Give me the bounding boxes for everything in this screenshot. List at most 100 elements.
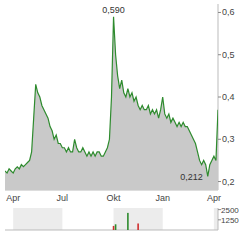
x-axis bbox=[5, 230, 218, 231]
bar bbox=[162, 230, 164, 231]
bar bbox=[80, 230, 82, 231]
bar bbox=[207, 230, 209, 231]
y-tick-label: 0,3 bbox=[222, 134, 235, 144]
bar bbox=[39, 230, 41, 231]
bar bbox=[72, 230, 74, 231]
bar bbox=[205, 230, 207, 231]
bar bbox=[121, 230, 123, 231]
bar bbox=[53, 230, 55, 231]
bar bbox=[186, 230, 188, 231]
bar bbox=[12, 230, 14, 231]
bar bbox=[74, 230, 76, 231]
bar bbox=[217, 230, 218, 231]
bar bbox=[193, 230, 195, 231]
band bbox=[214, 208, 218, 230]
bar bbox=[113, 226, 115, 230]
y-tick bbox=[218, 54, 221, 55]
bar bbox=[195, 230, 197, 231]
plot bbox=[5, 17, 218, 190]
bar bbox=[86, 230, 88, 231]
y-tick bbox=[218, 181, 221, 182]
bar bbox=[164, 230, 166, 231]
bar bbox=[117, 230, 119, 231]
area bbox=[5, 17, 218, 190]
annotation: 0,212 bbox=[180, 172, 203, 182]
bar bbox=[33, 230, 35, 231]
bar bbox=[78, 230, 80, 231]
bar bbox=[203, 230, 205, 231]
bar bbox=[213, 230, 215, 231]
bar bbox=[68, 230, 70, 231]
bar bbox=[168, 230, 170, 231]
bar bbox=[191, 230, 193, 231]
line bbox=[5, 17, 218, 177]
bar bbox=[123, 230, 125, 231]
bar bbox=[5, 230, 6, 231]
bar bbox=[180, 230, 182, 231]
bar bbox=[57, 230, 59, 231]
bar bbox=[98, 230, 100, 231]
bar bbox=[31, 230, 33, 231]
bar bbox=[160, 230, 162, 231]
bar bbox=[211, 230, 213, 231]
y-tick bbox=[218, 12, 221, 13]
bar bbox=[109, 230, 111, 231]
bar bbox=[8, 230, 10, 231]
bar bbox=[84, 230, 86, 231]
bar bbox=[166, 230, 168, 231]
bar bbox=[139, 230, 141, 231]
bar bbox=[184, 230, 186, 231]
x-tick-label: Okt bbox=[107, 193, 122, 203]
chart: 0,20,30,40,50,6AprJulOktJanApr0,5900,212… bbox=[0, 0, 240, 232]
bar bbox=[70, 230, 72, 231]
y-tick-label: 1250 bbox=[221, 216, 239, 225]
bar bbox=[137, 223, 139, 230]
plot bbox=[113, 213, 139, 230]
bar bbox=[133, 230, 135, 231]
bar bbox=[94, 230, 96, 231]
annotation: 0,590 bbox=[102, 5, 125, 15]
y-tick-label: 0,2 bbox=[222, 177, 235, 187]
bar bbox=[150, 230, 152, 231]
bar bbox=[176, 230, 178, 231]
bar bbox=[62, 230, 64, 231]
bar bbox=[131, 230, 133, 231]
bar bbox=[21, 230, 23, 231]
bar bbox=[45, 230, 47, 231]
bar bbox=[49, 230, 51, 231]
bar bbox=[182, 230, 184, 231]
bar bbox=[178, 230, 180, 231]
x-tick-label: Apr bbox=[207, 193, 221, 203]
bar bbox=[90, 230, 92, 231]
bar bbox=[197, 230, 199, 231]
band bbox=[114, 208, 163, 230]
bar bbox=[16, 230, 18, 231]
bar bbox=[141, 230, 143, 231]
bar bbox=[115, 224, 117, 230]
bar bbox=[10, 230, 12, 231]
bar bbox=[146, 230, 148, 231]
bar bbox=[174, 230, 176, 231]
bar bbox=[111, 230, 113, 231]
bar bbox=[19, 230, 21, 231]
bar bbox=[66, 230, 68, 231]
bar bbox=[43, 230, 45, 231]
bar bbox=[41, 230, 43, 231]
y-tick-label: 0,4 bbox=[222, 92, 235, 102]
bar bbox=[25, 230, 27, 231]
bar bbox=[103, 230, 105, 231]
y-axis bbox=[218, 208, 219, 230]
bar bbox=[92, 230, 94, 231]
bar bbox=[29, 230, 31, 231]
bar bbox=[170, 230, 172, 231]
band bbox=[13, 208, 62, 230]
bar bbox=[37, 230, 39, 231]
bar bbox=[88, 230, 90, 231]
bar bbox=[154, 230, 156, 231]
bar bbox=[129, 230, 131, 231]
y-tick-label: 0,6 bbox=[222, 7, 235, 17]
bar bbox=[215, 230, 217, 231]
bar bbox=[96, 230, 98, 231]
bar bbox=[27, 230, 29, 231]
bar bbox=[76, 230, 78, 231]
